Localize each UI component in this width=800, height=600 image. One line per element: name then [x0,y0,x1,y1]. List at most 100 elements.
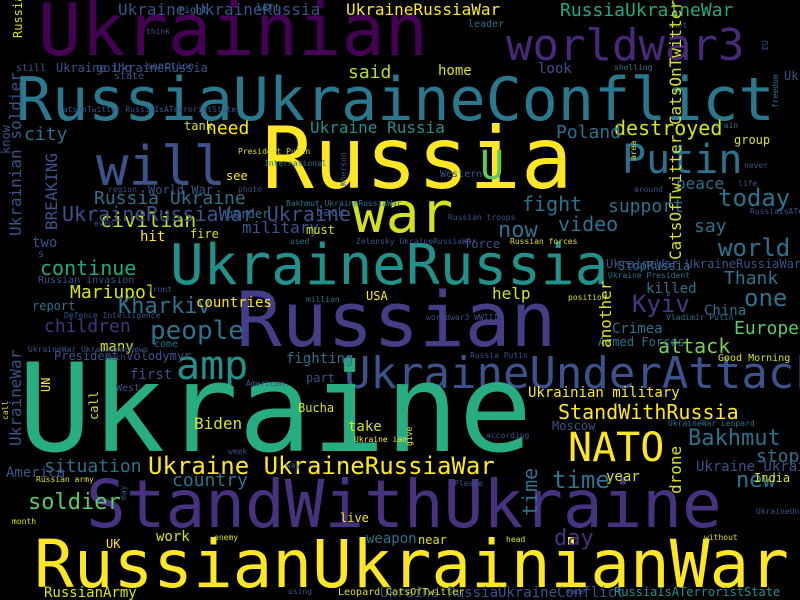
word-new: new [736,468,776,493]
word-west: call [87,391,101,420]
word-ukraine-russia: Russia Ukraine [94,188,246,209]
word-month: using [288,587,313,596]
word-state: still [16,63,47,74]
word-shot: photo [238,185,263,194]
word-leopard-cats: enemy [214,533,239,542]
word-zelensky: UkraineWar Leopard [668,419,755,428]
word-ukraine-russiaukraineconflict: RussianArmy [44,585,137,600]
word-never: UkraineWar UkraineWarNews [28,345,149,354]
word-catsoftwitter: Defence Intelligence [64,311,161,320]
word-bakhmut-small: Russian forces [510,237,578,246]
word-around: never [744,161,769,170]
word-poland: Ukraine UkraineRussia [118,0,321,19]
word-give: way [286,461,301,470]
word-russianukrainianwar: RussianUkrainianWar [34,526,789,600]
word-report: President Volodymyr [54,349,192,363]
word-russian-army: American [246,379,285,388]
word-stoprussia: USA [366,289,388,303]
word-day: soldier [28,490,121,515]
word-good-morning: Vladimir Putin [666,313,734,322]
word-country: time [518,467,542,516]
word-front: million [306,295,340,304]
word-military: BREAKING [42,152,61,230]
word-ukraine-ukraineunderattack: Ukrainian military [528,385,680,401]
word-ukrainewar-vert: Ukrainian soldier [6,72,25,236]
word-will: will [96,135,227,198]
word-civilian: continue [40,256,137,280]
word-look: home [438,63,472,79]
word-s: UkraineRussiaWar Ukraine [62,202,351,226]
word-ukraine-ian: week [228,447,248,456]
word-nato: NATO [568,425,665,471]
word-way: around [634,185,663,194]
word-now: Kharkiv [118,294,211,319]
word-china: group [734,133,771,147]
word-armed-forces: Crimea [612,321,663,337]
word-please: according [486,431,530,440]
word-russiaukrainewar: Ukraine Russia [310,118,445,137]
word-continue: children [44,316,131,337]
word-first: many [100,339,134,355]
word-attack: attack [658,334,731,358]
word-sanction: state [114,71,145,82]
word-left: area [629,140,638,160]
word-ukrainian: Ukrainian [38,0,429,72]
word-ukraineunderattack-small: month [12,517,37,526]
word-even: Western [440,169,483,180]
word-russian-troops: Zelensky UkraineRussiaWar [356,237,477,246]
word-amp: amp [176,343,249,389]
word-home: part [306,371,335,385]
word-standwithukraine: StandWithUkraine [86,466,722,543]
word-russianarmy: near [418,533,447,547]
word-defence-intelligence: Russian invasion [38,275,135,286]
word-two: Poland [556,122,622,143]
word-year: America [6,465,66,481]
word-biden: fighting [286,351,354,367]
word-going: Ukraine UkraineRussia [56,61,208,75]
word-children: day [554,526,594,551]
word-india: Ukraine UkraineUnderAttack [696,459,800,475]
word-usa: back [316,205,345,219]
word-soldier: situation [44,456,142,477]
word-made: Leopard CatsOfTwitter [338,587,465,598]
word-kherson: International [264,159,327,168]
word-ukrainewarnews: without [704,533,738,542]
word-putin: Putin [622,137,743,183]
word-weapon: work [156,529,190,545]
word-think: even [94,219,114,228]
word-ukraine: Ukraine [18,338,533,480]
word-life: may [119,485,128,500]
word-ukrainewar-leopard: Ukraine President [608,271,690,280]
word-may: UkraineUnderAttack [756,507,800,516]
word-western: President Putin [238,147,311,156]
word-work: UK [106,537,121,551]
word-back: force [464,237,501,251]
word-know: UN [39,377,53,392]
word-region: Kherson [339,152,348,186]
word-fighting: Armed Forces [598,335,685,349]
word-bakhmut: Bakhmut [688,426,781,451]
word-president-volodymyr: Moscow [552,419,596,433]
word-position: think [146,27,171,36]
word-area: China [704,303,747,319]
word-used: worldwar3 WWIII [426,313,499,322]
word-situation: country [172,470,248,491]
word-worldwar3-small: shot [668,21,688,30]
word-worldwar3: worldwar3 [506,20,745,71]
word-catsontwitter-vert: call [1,400,10,420]
word-near: weapon [366,531,417,547]
word-one: one [744,284,788,312]
word-another: CatsOfTwitter CatsOnTwitter [666,0,685,260]
word-still: Russian soldier [11,0,25,38]
word-world: world [718,234,791,262]
word-kharkiv: Mariupol [70,282,157,303]
word-vladimir-putin: RussiaIsATerroristState UkraineWarNews [750,207,800,216]
word-ukraineunderattack-vert: UkraineWar [6,349,25,446]
word-say: fight [522,192,583,216]
word-call: drone [666,445,685,494]
word-take: Biden [194,414,243,433]
word-uk: live [340,511,369,525]
word-leader: right [178,5,209,16]
word-russiaisaterroriststate: Ukraine RussiaUkraineConflict [380,585,625,600]
